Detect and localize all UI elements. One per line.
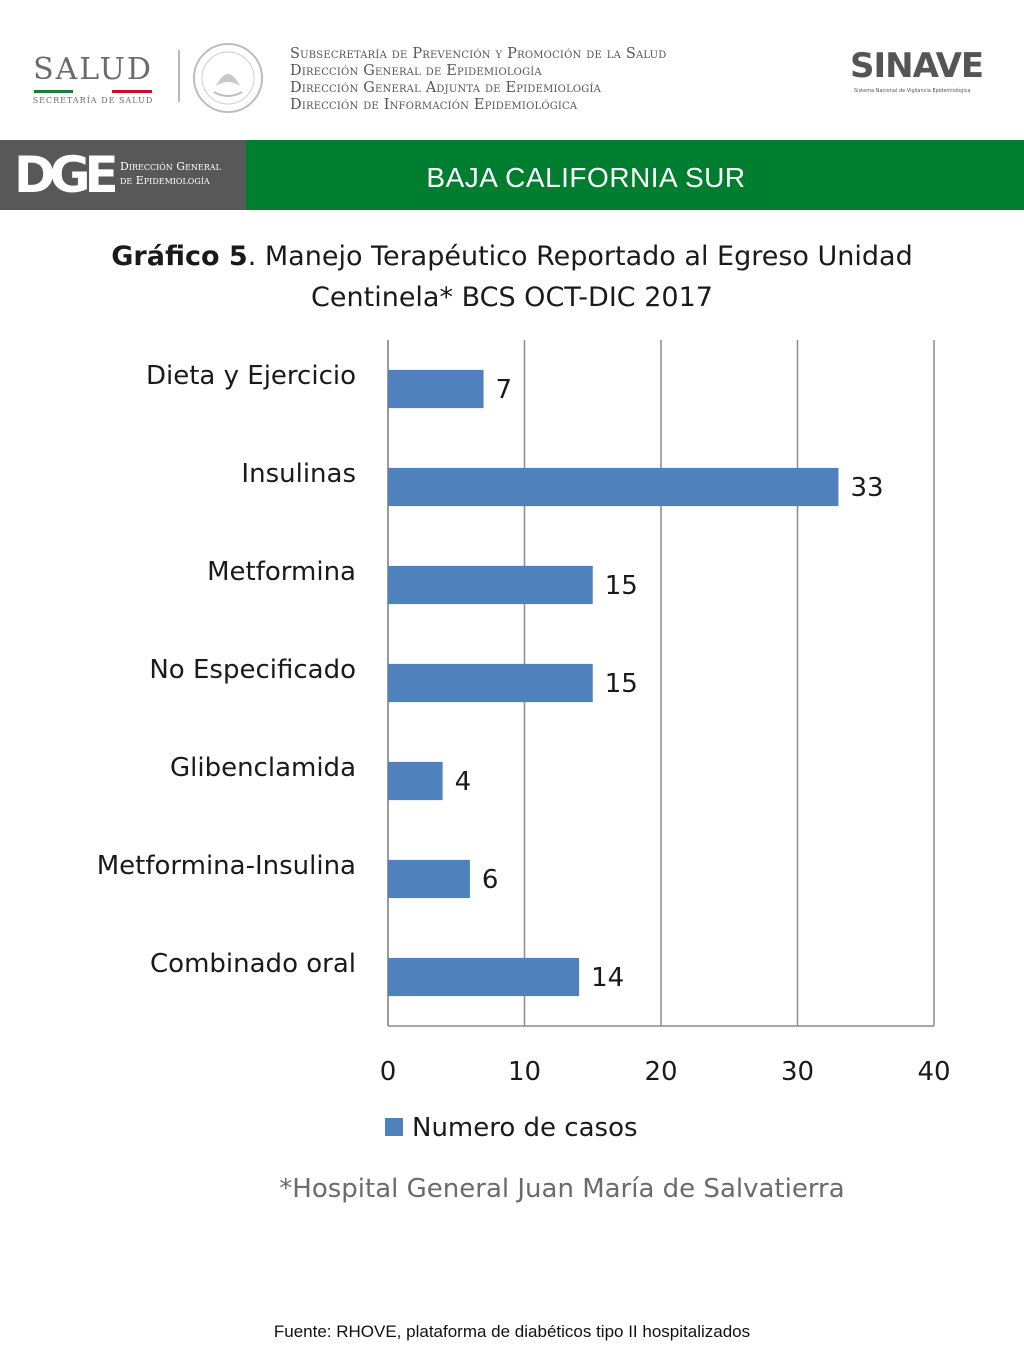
- legend-swatch: [385, 1118, 403, 1136]
- sinave-logo-subtitle: Sistema Nacional de Vigilancia Epidemiol…: [854, 88, 971, 94]
- bar-chart: 0 10 20 30 40 Dieta y Ejercicio 7 Insulinas 33 Me…: [0, 330, 1024, 1160]
- x-tick-label-0: 0: [380, 1057, 397, 1087]
- legend-label: Numero de casos: [412, 1113, 638, 1143]
- bar-0: [388, 369, 484, 409]
- header-institution-lines: Subsecretaría de Prevención y Promoción …: [290, 46, 810, 114]
- state-name-block: BAJA CALIFORNIA SUR: [246, 140, 1024, 210]
- state-name: BAJA CALIFORNIA SUR: [426, 162, 746, 193]
- chart-title-bold: Gráfico 5: [111, 241, 248, 272]
- bar-1: [388, 467, 839, 507]
- bar-6: [388, 957, 580, 997]
- header-line-1: Subsecretaría de Prevención y Promoción …: [290, 46, 667, 62]
- salud-logo: SALUD SECRETARÍA DE SALUD: [28, 52, 158, 108]
- header-line-2: Dirección General de Epidemiología: [290, 63, 542, 79]
- category-label-6: Combinado oral: [150, 949, 356, 979]
- data-source: Fuente: RHOVE, plataforma de diabéticos …: [273, 1322, 751, 1341]
- salud-logo-word: SALUD: [33, 52, 153, 87]
- bar-2: [388, 565, 593, 605]
- header: SALUD SECRETARÍA DE SALUD Subsecretaría …: [0, 0, 1024, 140]
- sinave-logo-word: SINAVE: [850, 46, 984, 86]
- value-label-0: 7: [496, 375, 513, 405]
- header-line-3: Dirección General Adjunta de Epidemiolog…: [290, 80, 602, 96]
- bar-5: [388, 859, 470, 899]
- national-seal-icon: [193, 43, 263, 113]
- salud-logo-stripe: [34, 90, 152, 93]
- value-label-1: 33: [850, 473, 883, 503]
- value-label-2: 15: [605, 571, 638, 601]
- dge-banner-block: DGE Dirección General de Epidemiología: [0, 140, 246, 210]
- bar-3: [388, 663, 593, 703]
- dge-logo-text-line-1: Dirección General: [120, 160, 221, 173]
- sinave-logo: SINAVE Sistema Nacional de Vigilancia Ep…: [850, 46, 990, 102]
- header-line-4: Dirección de Información Epidemiológica: [290, 97, 578, 113]
- value-label-3: 15: [605, 669, 638, 699]
- value-label-5: 6: [482, 865, 499, 895]
- bar-4: [388, 761, 443, 801]
- state-banner: DGE Dirección General de Epidemiología B…: [0, 140, 1024, 210]
- dge-logo-text: Dirección General de Epidemiología: [120, 160, 221, 188]
- x-tick-label-1: 10: [508, 1057, 541, 1087]
- chart-footnote: *Hospital General Juan María de Salvatie…: [279, 1174, 845, 1204]
- bar-chart-svg: 0 10 20 30 40 Dieta y Ejercicio 7 Insulinas 33 Me…: [97, 340, 951, 1143]
- category-label-3: No Especificado: [149, 655, 356, 685]
- category-label-2: Metformina: [207, 557, 356, 587]
- dge-logo-mark: DGE: [14, 146, 119, 204]
- value-label-6: 14: [591, 963, 624, 993]
- x-tick-label-2: 20: [644, 1057, 677, 1087]
- category-label-1: Insulinas: [241, 459, 356, 489]
- salud-logo-subtitle: SECRETARÍA DE SALUD: [32, 96, 154, 105]
- x-tick-label-4: 40: [917, 1057, 950, 1087]
- category-label-0: Dieta y Ejercicio: [146, 361, 356, 391]
- x-tick-label-3: 30: [781, 1057, 814, 1087]
- header-divider: [178, 50, 180, 102]
- category-label-4: Glibenclamida: [170, 753, 356, 783]
- chart-title-rest: . Manejo Terapéutico Reportado al Egreso…: [247, 241, 913, 313]
- category-label-5: Metformina-Insulina: [97, 851, 356, 881]
- dge-logo-text-line-2: de Epidemiología: [120, 174, 210, 187]
- value-label-4: 4: [455, 767, 472, 797]
- chart-title: Gráfico 5. Manejo Terapéutico Reportado …: [40, 236, 984, 318]
